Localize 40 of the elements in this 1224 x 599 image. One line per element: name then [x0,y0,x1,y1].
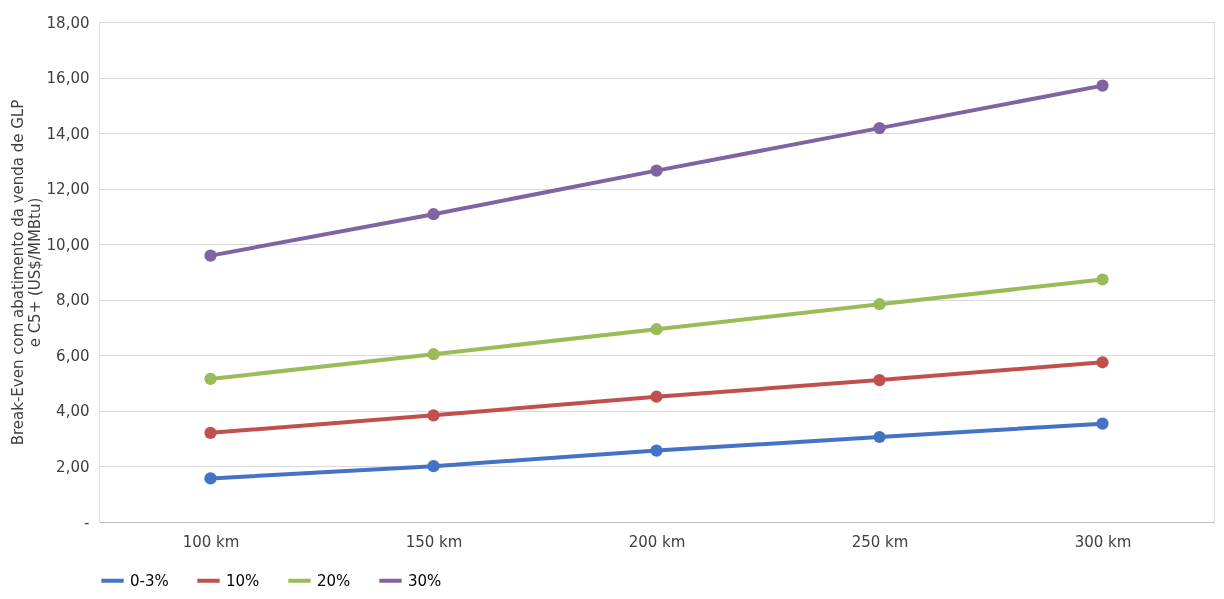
point [427,208,440,221]
point [650,164,663,177]
x-tick-label: 100 km [182,532,240,551]
x-tick-label: 150 km [405,532,463,551]
point [204,372,217,386]
legend-label: 20% [317,571,351,590]
point [204,426,217,439]
point [204,472,217,485]
point [1096,417,1109,430]
y-tick-label: 2,00 [56,457,90,476]
y-tick-label: 16,00 [46,69,90,88]
x-tick-label: 200 km [628,532,686,551]
y-tick-label: 14,00 [46,124,90,143]
point [873,122,886,135]
y-axis-title: Break-Even com abatimento da venda de GLP e C5+ (US$/MMBtu) [8,99,44,446]
point [873,373,886,387]
point [1096,356,1109,369]
y-tick-label: 4,00 [56,402,90,421]
y-tick-label: 18,00 [46,13,90,32]
point [427,460,440,473]
y-tick-label: 10,00 [46,235,90,254]
y-tick-label: 8,00 [56,291,90,310]
x-tick-label: 250 km [851,532,909,551]
point [873,298,886,311]
legend-label: 30% [408,571,442,590]
y-tick-label: 12,00 [46,180,90,199]
x-tick-label: 300 km [1074,532,1132,551]
point [427,409,440,422]
legend-label: 0-3% [130,571,169,590]
y-tick-label: 6,00 [56,346,90,365]
point [1096,273,1109,286]
point [1096,79,1109,92]
point [873,430,886,444]
y-tick-label: - [84,513,90,532]
legend-label: 10% [226,571,260,590]
point [204,249,217,262]
point [427,348,440,361]
point [650,390,663,403]
point [650,444,663,457]
point [650,323,663,336]
